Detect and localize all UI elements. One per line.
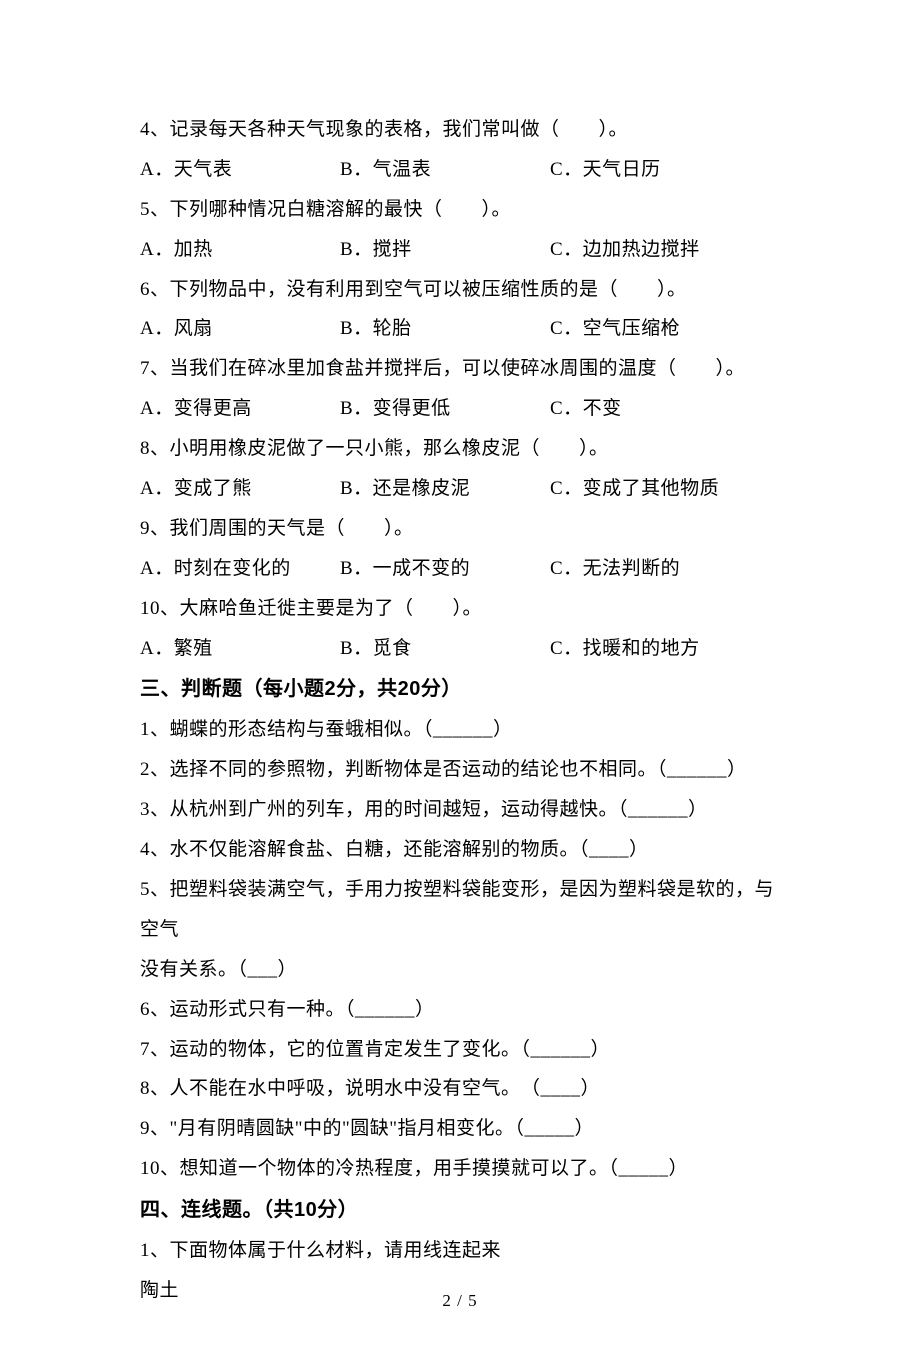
mc-q8-options: A．变成了熊 B．还是橡皮泥 C．变成了其他物质 — [140, 469, 780, 509]
mc-q10-b: B．觅食 — [340, 629, 550, 669]
mc-q7-b: B．变得更低 — [340, 389, 550, 429]
tf-q10: 10、想知道一个物体的冷热程度，用手摸摸就可以了。（_____） — [140, 1149, 780, 1189]
mc-q4-a: A．天气表 — [140, 150, 340, 190]
mc-q5-a: A．加热 — [140, 230, 340, 270]
tf-q4: 4、水不仅能溶解食盐、白糖，还能溶解别的物质。（____） — [140, 830, 780, 870]
tf-q3: 3、从杭州到广州的列车，用的时间越短，运动得越快。（______） — [140, 790, 780, 830]
mc-q10-stem: 10、大麻哈鱼迁徙主要是为了（ ）。 — [140, 589, 780, 629]
mc-q7-a: A．变得更高 — [140, 389, 340, 429]
mc-q5-b: B．搅拌 — [340, 230, 550, 270]
mc-q5-c: C．边加热边搅拌 — [550, 230, 780, 270]
mc-q6-options: A．风扇 B．轮胎 C．空气压缩枪 — [140, 309, 780, 349]
mc-q9-b: B．一成不变的 — [340, 549, 550, 589]
mc-q9-c: C．无法判断的 — [550, 549, 780, 589]
exam-page: 4、记录每天各种天气现象的表格，我们常叫做（ ）。 A．天气表 B．气温表 C．… — [0, 0, 920, 1351]
mc-q8-a: A．变成了熊 — [140, 469, 340, 509]
mc-q8-b: B．还是橡皮泥 — [340, 469, 550, 509]
tf-q5-line1: 5、把塑料袋装满空气，手用力按塑料袋能变形，是因为塑料袋是软的，与空气 — [140, 870, 780, 950]
mc-q6-a: A．风扇 — [140, 309, 340, 349]
mc-q8-c: C．变成了其他物质 — [550, 469, 780, 509]
tf-q9: 9、"月有阴晴圆缺"中的"圆缺"指月相变化。（_____） — [140, 1109, 780, 1149]
mc-q7-options: A．变得更高 B．变得更低 C．不变 — [140, 389, 780, 429]
page-footer: 2 / 5 — [0, 1291, 920, 1311]
mc-q10-options: A．繁殖 B．觅食 C．找暖和的地方 — [140, 629, 780, 669]
mc-q7-stem: 7、当我们在碎冰里加食盐并搅拌后，可以使碎冰周围的温度（ ）。 — [140, 349, 780, 389]
tf-q6: 6、运动形式只有一种。（______） — [140, 990, 780, 1030]
mc-q5-options: A．加热 B．搅拌 C．边加热边搅拌 — [140, 230, 780, 270]
mc-q6-b: B．轮胎 — [340, 309, 550, 349]
mc-q4-options: A．天气表 B．气温表 C．天气日历 — [140, 150, 780, 190]
tf-q7: 7、运动的物体，它的位置肯定发生了变化。（______） — [140, 1030, 780, 1070]
mc-q10-a: A．繁殖 — [140, 629, 340, 669]
mc-q4-stem: 4、记录每天各种天气现象的表格，我们常叫做（ ）。 — [140, 110, 780, 150]
mc-q5-stem: 5、下列哪种情况白糖溶解的最快（ ）。 — [140, 190, 780, 230]
mc-q4-b: B．气温表 — [340, 150, 550, 190]
match-q1: 1、下面物体属于什么材料，请用线连起来 — [140, 1231, 780, 1271]
section4-header: 四、连线题。（共10分） — [140, 1189, 780, 1231]
mc-q7-c: C．不变 — [550, 389, 780, 429]
mc-q8-stem: 8、小明用橡皮泥做了一只小熊，那么橡皮泥（ ）。 — [140, 429, 780, 469]
tf-q8: 8、人不能在水中呼吸，说明水中没有空气。 （____） — [140, 1069, 780, 1109]
mc-q10-c: C．找暖和的地方 — [550, 629, 780, 669]
tf-q2: 2、选择不同的参照物，判断物体是否运动的结论也不相同。（______） — [140, 750, 780, 790]
section3-header: 三、判断题（每小题2分，共20分） — [140, 668, 780, 710]
mc-q9-a: A．时刻在变化的 — [140, 549, 340, 589]
mc-q6-stem: 6、下列物品中，没有利用到空气可以被压缩性质的是（ ）。 — [140, 270, 780, 310]
tf-q5-line2: 没有关系。（___） — [140, 950, 780, 990]
mc-q4-c: C．天气日历 — [550, 150, 780, 190]
mc-q9-stem: 9、我们周围的天气是（ ）。 — [140, 509, 780, 549]
mc-q6-c: C．空气压缩枪 — [550, 309, 780, 349]
mc-q9-options: A．时刻在变化的 B．一成不变的 C．无法判断的 — [140, 549, 780, 589]
tf-q1: 1、蝴蝶的形态结构与蚕蛾相似。（______） — [140, 710, 780, 750]
